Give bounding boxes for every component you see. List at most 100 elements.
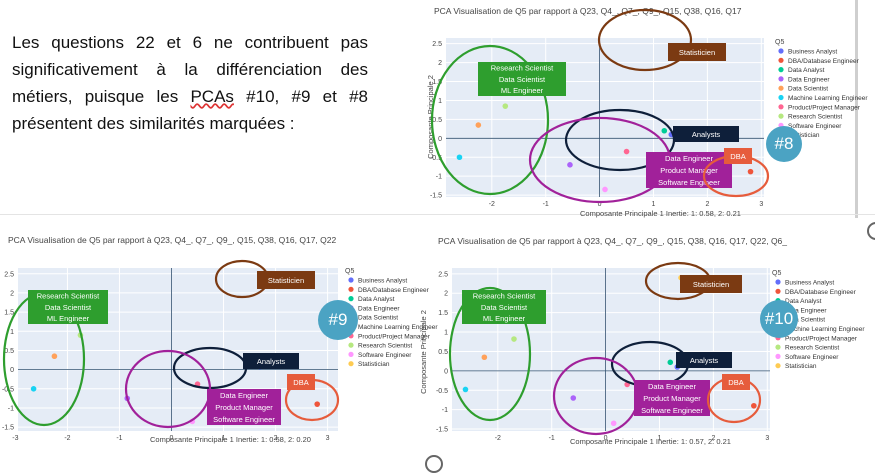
pca8-svg: PCA Visualisation de Q5 par rapport à Q2… — [426, 6, 868, 218]
y-tick-label: 2.5 — [4, 271, 14, 278]
statisticien-box — [668, 43, 726, 61]
x-tick-label: 2 — [274, 435, 278, 442]
legend-marker — [778, 48, 784, 54]
engineers-group-label: Data Engineer — [648, 382, 696, 391]
engineers-group-label: Product Manager — [660, 166, 718, 175]
data-point — [51, 353, 58, 360]
legend-item: Research Scientist — [788, 114, 842, 121]
research-ellipse — [430, 44, 550, 196]
legend-marker — [775, 279, 781, 285]
legend-item: Business Analyst — [785, 280, 834, 287]
data-point — [502, 103, 509, 109]
legend-item: Statistician — [788, 132, 820, 139]
paragraph-part-2: #10, #9 et #8 présentent des similarités… — [12, 87, 368, 133]
legend-item: Machine Learning Engineer — [358, 324, 438, 331]
dba-box — [724, 148, 752, 164]
legend-marker — [348, 342, 354, 348]
engineers-group-label: Product Manager — [215, 403, 273, 412]
legend-item: Research Scientist — [785, 345, 839, 352]
legend-item: Business Analyst — [788, 49, 837, 56]
legend-item: Business Analyst — [358, 278, 407, 285]
x-tick-label: 0 — [598, 201, 602, 208]
data-point — [747, 168, 754, 175]
dba-label: DBA — [730, 152, 745, 161]
legend-item: Statistician — [358, 361, 390, 368]
data-point — [661, 127, 668, 134]
x-tick-label: -2 — [489, 201, 495, 208]
bottom-divider — [0, 214, 875, 215]
y-tick-label: 1.5 — [432, 79, 442, 86]
data-point — [602, 186, 608, 193]
y-tick-label: -1.5 — [430, 193, 442, 200]
x-tick-label: 0 — [170, 435, 174, 442]
data-point — [456, 154, 463, 161]
research-group-label: Data Scientist — [481, 303, 528, 312]
research-group-box — [478, 62, 566, 96]
y-tick-label: 1.5 — [4, 310, 14, 317]
legend-item: Software Engineer — [785, 354, 839, 361]
legend-marker — [348, 351, 354, 357]
data-point — [667, 359, 674, 366]
legend-item: Product/Project Manager — [358, 333, 431, 340]
y-tick-label: -1 — [442, 407, 448, 414]
x-tick-label: 1 — [222, 435, 226, 442]
data-point — [567, 162, 573, 168]
statisticien-box — [680, 275, 742, 293]
legend-item: Software Engineer — [358, 352, 412, 359]
pca-badge: #8 — [766, 126, 802, 162]
legend-marker — [778, 76, 784, 82]
y-tick-label: -1.5 — [436, 427, 448, 434]
research-group-box — [28, 290, 108, 324]
legend-title: Q5 — [345, 268, 354, 275]
legend-marker — [775, 344, 781, 350]
x-axis-label: Composante Principale 1 Inertie: 1: 0.58… — [150, 435, 311, 444]
x-tick-label: 3 — [765, 435, 769, 442]
engineers-group-box — [646, 152, 732, 188]
y-tick-label: 1.5 — [438, 310, 448, 317]
legend-marker — [775, 363, 781, 369]
x-tick-label: -1 — [549, 435, 555, 442]
x-tick-label: 2 — [705, 201, 709, 208]
x-tick-label: -2 — [495, 435, 501, 442]
y-tick-label: 2 — [438, 60, 442, 67]
statisticien-label: Statisticien — [679, 48, 715, 57]
legend-marker — [778, 57, 784, 63]
y-tick-label: 2.5 — [432, 41, 442, 48]
engineers-group-box — [207, 389, 281, 425]
legend-marker — [348, 277, 354, 283]
legend-marker — [778, 85, 784, 91]
pca10-svg: PCA Visualisation de Q5 par rapport à Q2… — [419, 236, 865, 446]
data-point — [475, 122, 482, 128]
data-point — [30, 386, 37, 392]
dba-box — [287, 374, 315, 390]
y-tick-label: -1 — [436, 174, 442, 181]
y-tick-label: -1 — [8, 405, 14, 412]
legend-item: Machine Learning Engineer — [788, 95, 868, 102]
y-tick-label: 0.5 — [4, 348, 14, 355]
legend-item: Data Engineer — [785, 307, 827, 314]
pcas-word: PCAs — [190, 87, 234, 106]
chart-title: PCA Visualisation de Q5 par rapport à Q2… — [438, 236, 787, 246]
legend-marker — [775, 353, 781, 359]
y-tick-label: 1 — [444, 330, 448, 337]
chart-title: PCA Visualisation de Q5 par rapport à Q2… — [434, 6, 742, 16]
data-point — [570, 395, 577, 401]
right-divider — [855, 0, 858, 218]
x-tick-label: -2 — [64, 435, 70, 442]
chart-title: PCA Visualisation de Q5 par rapport à Q2… — [8, 235, 336, 245]
statisticien-label: Statisticien — [693, 280, 729, 289]
y-axis-label: Composante Principale 2 — [426, 75, 435, 159]
legend-marker — [778, 94, 784, 101]
x-tick-label: -1 — [116, 435, 122, 442]
pca-chart-10: PCA Visualisation de Q5 par rapport à Q2… — [419, 228, 872, 460]
pca-chart-9: PCA Visualisation de Q5 par rapport à Q2… — [0, 228, 438, 460]
legend-marker — [778, 67, 784, 73]
paragraph-part-1: Les questions 22 et 6 ne contribuent pas… — [12, 33, 368, 106]
data-point — [610, 420, 617, 427]
data-point — [481, 354, 488, 361]
research-group-label: ML Engineer — [501, 86, 544, 95]
x-tick-label: 0 — [604, 435, 608, 442]
data-point — [511, 336, 517, 342]
research-group-label: Data Scientist — [45, 303, 92, 312]
statisticien-box — [257, 271, 315, 289]
